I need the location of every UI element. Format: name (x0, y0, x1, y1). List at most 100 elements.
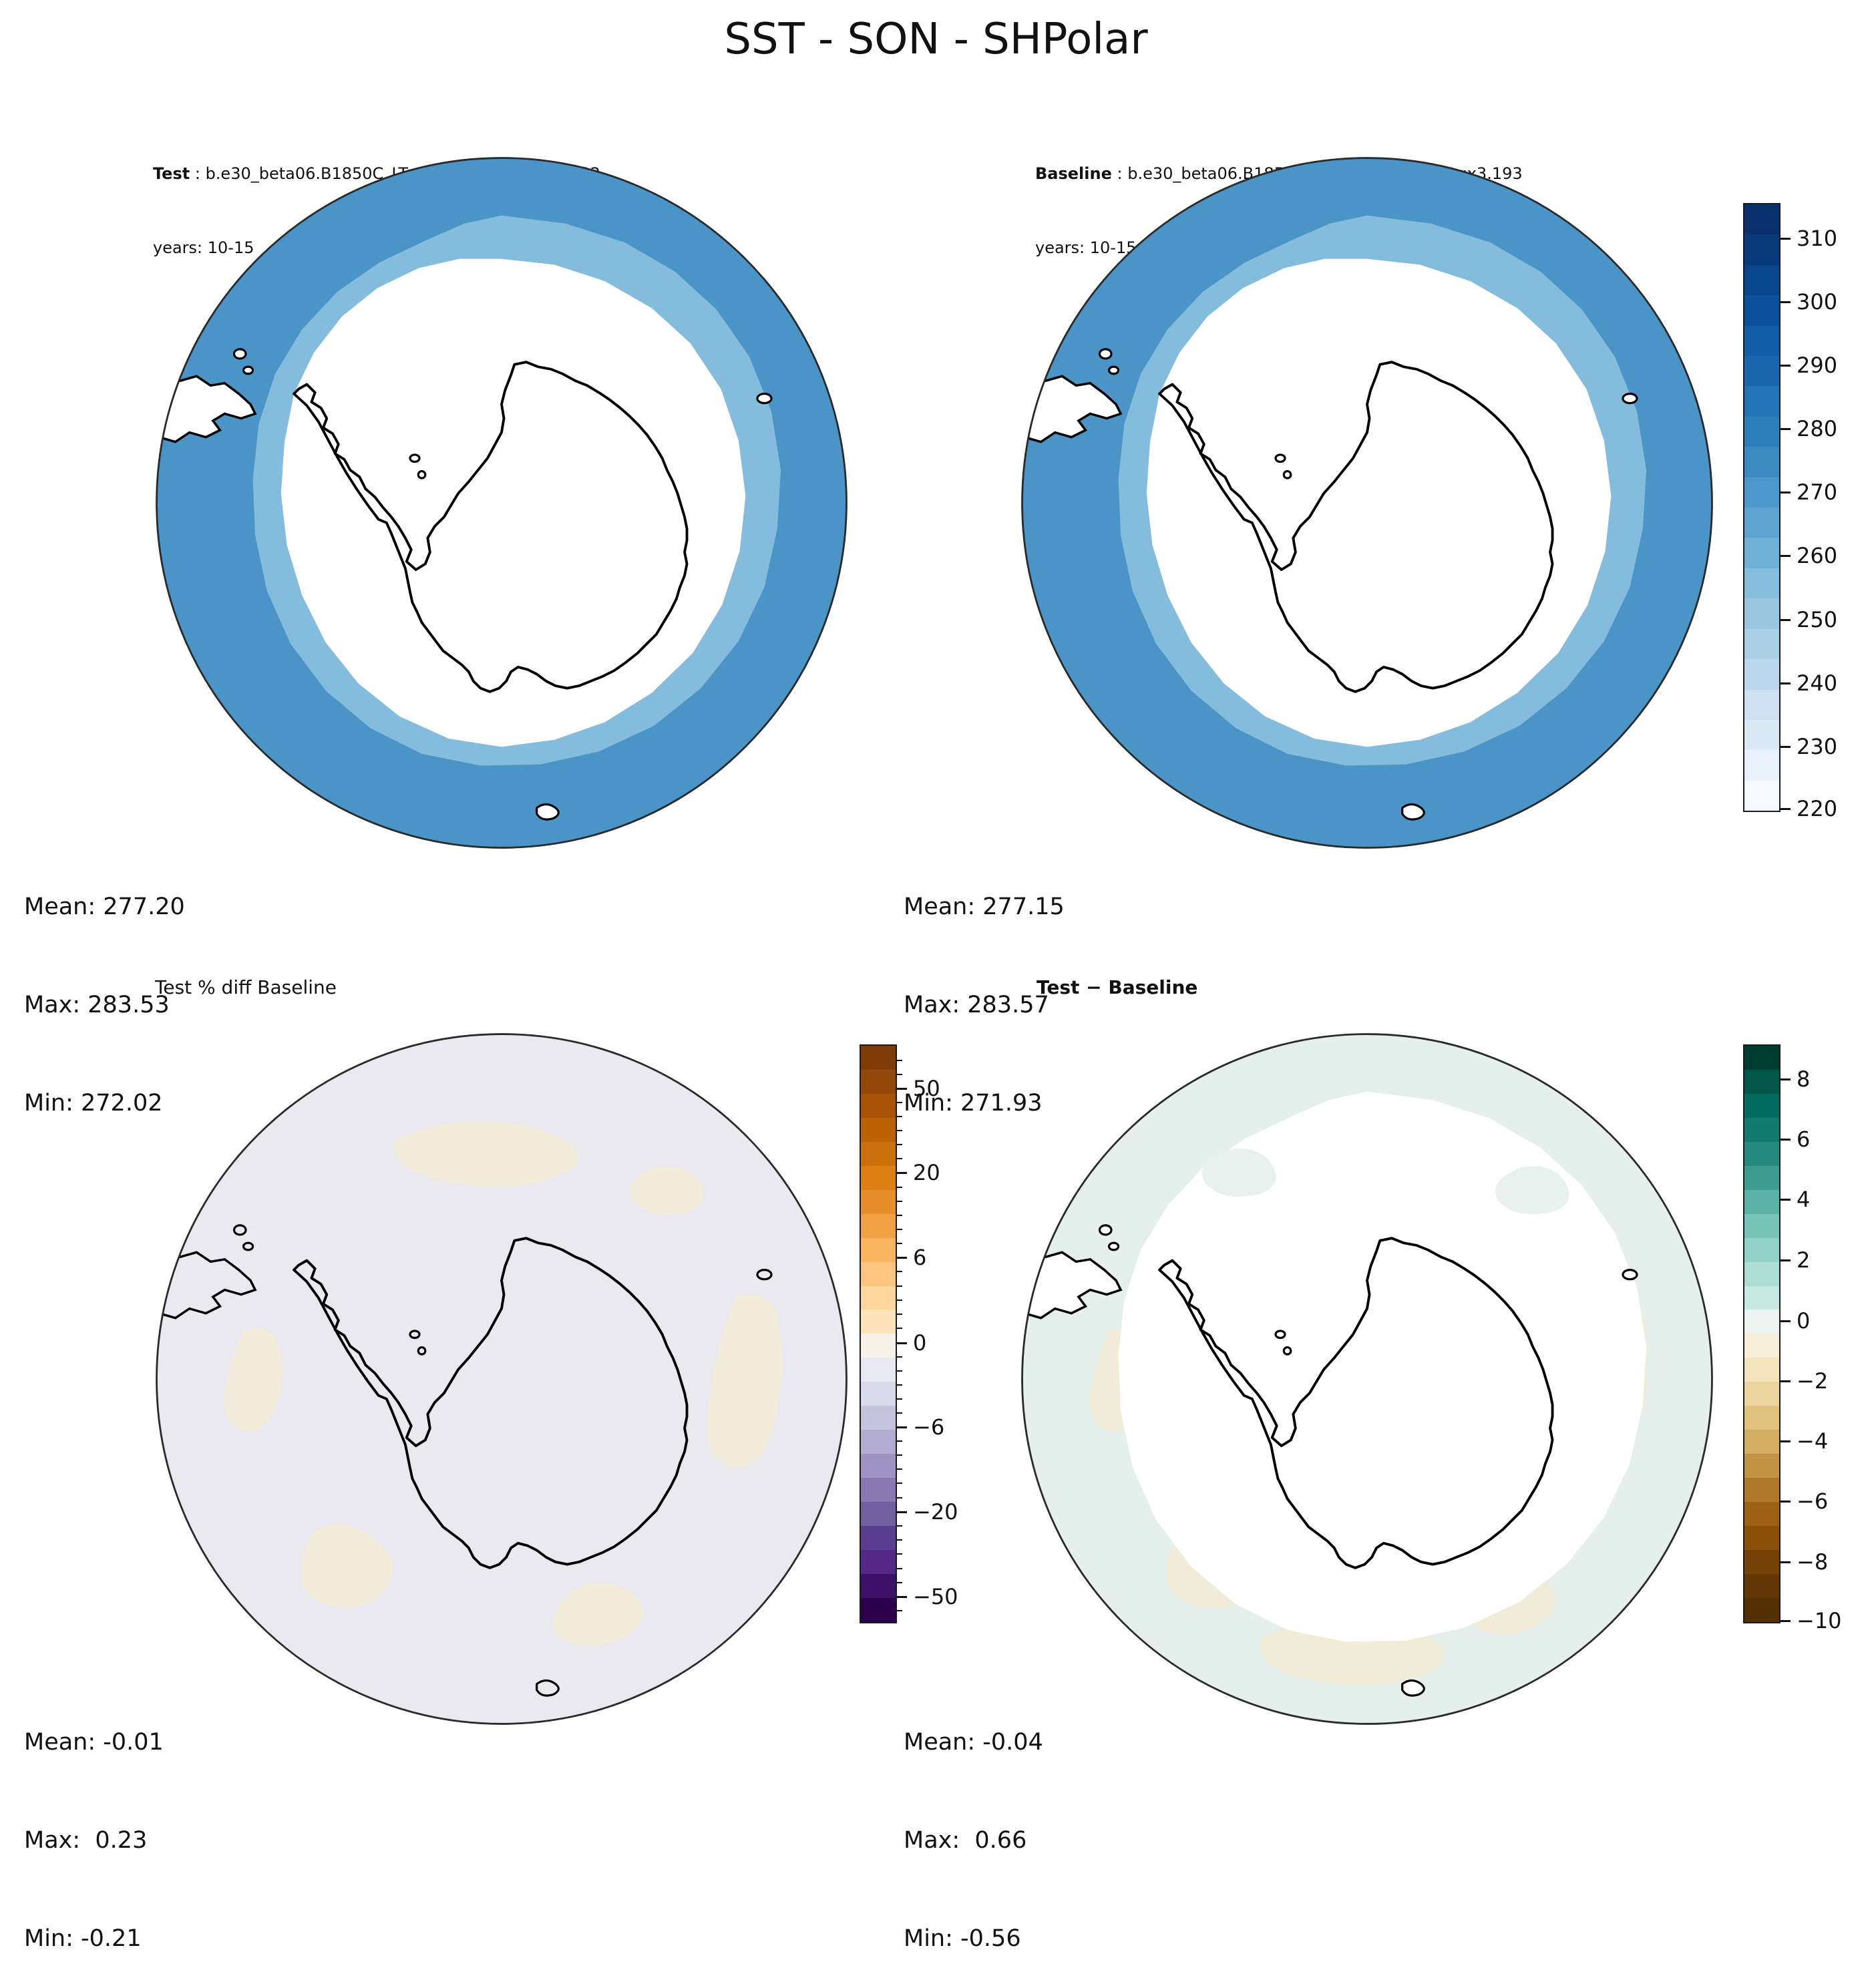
colorbar-segment (1744, 568, 1779, 599)
colorbar-segment (1744, 1261, 1779, 1286)
colorbar-minor-tick (897, 1412, 902, 1414)
colorbar-segment (1744, 659, 1779, 690)
map-rim (156, 157, 848, 849)
colorbar-tick (897, 1342, 907, 1344)
colorbar-tick-label: 290 (1797, 352, 1838, 378)
colorbar-segment (1744, 598, 1779, 629)
test-map (156, 157, 848, 849)
colorbar-minor-tick (897, 1158, 902, 1160)
baseline-stats-max: Max: 283.57 (904, 992, 1049, 1018)
colorbar-tick-label: −10 (1797, 1607, 1842, 1633)
pdiff-colorbar-gradient (860, 1044, 897, 1623)
colorbar-segment (861, 1261, 896, 1286)
colorbar-tick-label: 280 (1797, 416, 1838, 442)
colorbar-tick-label: −8 (1797, 1549, 1829, 1575)
colorbar-tick (1781, 618, 1791, 621)
colorbar-segment (861, 1502, 896, 1527)
colorbar-segment (1744, 264, 1779, 296)
colorbar-tick (1781, 682, 1791, 684)
colorbar-tick-label: 4 (1797, 1187, 1811, 1213)
colorbar-tick (897, 1426, 907, 1429)
pdiff-stats-min: Min: -0.21 (24, 1925, 142, 1952)
colorbar-minor-tick (897, 1370, 902, 1372)
colorbar-segment (1744, 1550, 1779, 1574)
colorbar-segment (1744, 508, 1779, 538)
diff-map (1021, 1033, 1713, 1725)
diff-stats: Mean: -0.04 Max: 0.66 Min: -0.56 (904, 1661, 1043, 1988)
baseline-header-label: Baseline (1035, 164, 1112, 183)
colorbar-tick-label: 240 (1797, 670, 1838, 696)
colorbar-segment (1744, 477, 1779, 508)
colorbar-segment (861, 1597, 896, 1622)
colorbar-tick-label: −2 (1797, 1368, 1829, 1394)
colorbar-minor-tick (897, 1214, 902, 1216)
colorbar-segment (1744, 1117, 1779, 1142)
colorbar-minor-tick (897, 1271, 902, 1273)
page-title: SST - SON - SHPolar (724, 15, 1148, 64)
colorbar-tick (897, 1257, 907, 1259)
colorbar-segment (1744, 416, 1779, 447)
colorbar-tick (1781, 1139, 1791, 1141)
colorbar-segment (1744, 1406, 1779, 1430)
colorbar-tick-label: 50 (913, 1075, 940, 1101)
colorbar-minor-tick (897, 1186, 902, 1188)
colorbar-minor-tick (897, 1200, 902, 1202)
colorbar-segment (1744, 1573, 1779, 1598)
colorbar-tick (1781, 237, 1791, 240)
colorbar-minor-tick (897, 1130, 902, 1132)
colorbar-minor-tick (897, 1610, 902, 1612)
diff-title: Test − Baseline (1037, 976, 1198, 998)
diff-stats-max: Max: 0.66 (904, 1827, 1027, 1854)
test-stats: Mean: 277.20 Max: 283.53 Min: 272.02 (24, 825, 185, 1153)
colorbar-minor-tick (897, 1482, 902, 1484)
colorbar-tick (1781, 1320, 1791, 1322)
colorbar-tick (1781, 745, 1791, 748)
colorbar-minor-tick (897, 1398, 902, 1400)
map-rim (156, 1033, 848, 1725)
colorbar-tick-label: −20 (913, 1499, 958, 1525)
pdiff-colorbar: 50 20 6 0 −6 −20 −50 (860, 1044, 958, 1623)
baseline-stats-min: Min: 271.93 (904, 1090, 1043, 1117)
colorbar-segment (861, 1573, 896, 1598)
colorbar-minor-tick (897, 1073, 902, 1075)
colorbar-minor-tick (897, 1314, 902, 1316)
colorbar-tick-label: 20 (913, 1160, 940, 1186)
colorbar-tick-label: 2 (1797, 1247, 1811, 1273)
colorbar-segment (1744, 1046, 1779, 1070)
colorbar-tick-label: −6 (913, 1414, 945, 1440)
colorbar-segment (1744, 1382, 1779, 1406)
map-rim (1021, 1033, 1713, 1725)
colorbar-segment (1744, 1334, 1779, 1358)
colorbar-tick (1781, 301, 1791, 303)
colorbar-segment (861, 1285, 896, 1310)
colorbar-tick (1781, 364, 1791, 367)
colorbar-tick (1781, 1078, 1791, 1081)
colorbar-minor-tick (897, 1328, 902, 1330)
colorbar-segment (1744, 538, 1779, 568)
colorbar-tick (1781, 428, 1791, 431)
colorbar-tick (1781, 1380, 1791, 1382)
pdiff-stats: Mean: -0.01 Max: 0.23 Min: -0.21 (24, 1661, 164, 1988)
colorbar-minor-tick (897, 1497, 902, 1499)
colorbar-segment (1744, 1093, 1779, 1118)
colorbar-segment (1744, 1358, 1779, 1382)
colorbar-segment (1744, 1310, 1779, 1334)
colorbar-segment (1744, 356, 1779, 387)
colorbar-segment (1744, 1478, 1779, 1503)
colorbar-tick (1781, 555, 1791, 558)
colorbar-segment (861, 1334, 896, 1358)
colorbar-tick-label: 230 (1797, 733, 1838, 759)
colorbar-tick-label: 8 (1797, 1066, 1811, 1092)
colorbar-segment (1744, 1189, 1779, 1214)
colorbar-segment (1744, 447, 1779, 477)
colorbar-tick-label: −6 (1797, 1488, 1829, 1515)
colorbar-tick (1781, 1199, 1791, 1201)
colorbar-tick (1781, 808, 1791, 811)
colorbar-tick-label: −50 (913, 1584, 958, 1610)
colorbar-segment (1744, 1597, 1779, 1622)
colorbar-tick-label: 0 (913, 1330, 927, 1356)
colorbar-segment (1744, 1069, 1779, 1094)
colorbar-tick-label: 310 (1797, 225, 1838, 251)
baseline-stats-mean: Mean: 277.15 (904, 893, 1065, 920)
sst-colorbar: 310 300 290 280 270 260 250 240 230 220 (1743, 203, 1837, 821)
